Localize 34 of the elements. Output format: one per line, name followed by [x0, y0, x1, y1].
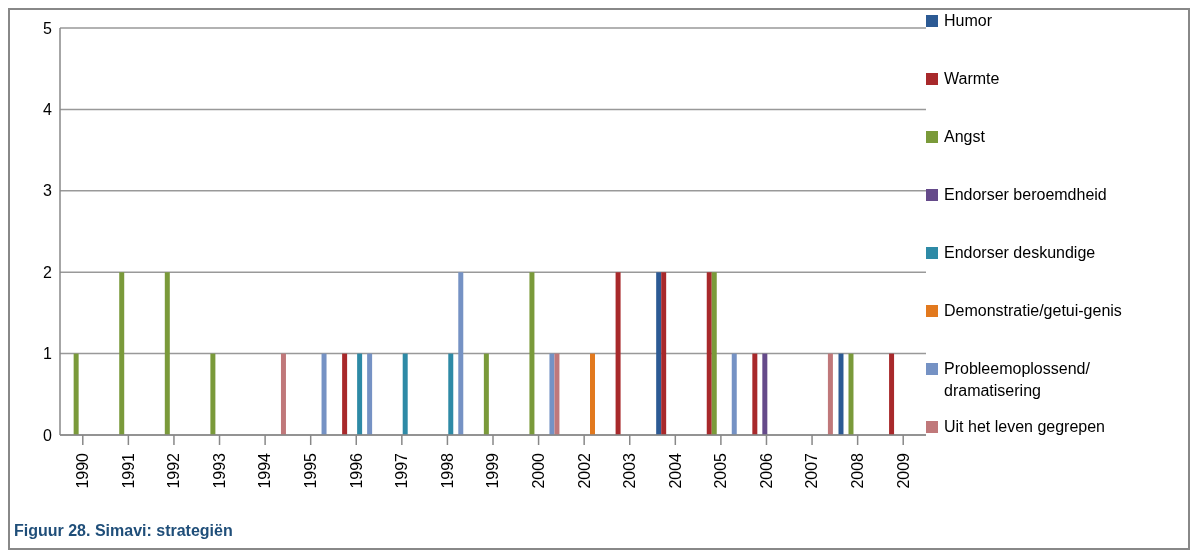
x-tick-label: 1993 [210, 452, 228, 489]
x-tick-label: 2002 [575, 452, 593, 489]
x-tick-label: 2004 [666, 452, 684, 489]
x-tick-label: 1994 [256, 452, 274, 489]
legend-label: Demonstratie/getui-genis [944, 301, 1123, 321]
x-tick-label: 2008 [848, 452, 866, 489]
x-tick-label: 1991 [119, 452, 137, 489]
legend-label: Uit het leven gegrepen [944, 417, 1106, 437]
legend-label: Warmte [944, 69, 1001, 89]
legend-label: Endorser deskundige [944, 243, 1097, 263]
legend-label: Humor [944, 11, 993, 31]
y-tick-label: 2 [43, 263, 53, 281]
x-tick-label: 2006 [757, 452, 775, 489]
x-tick-label: 2009 [894, 452, 912, 489]
y-tick-label: 1 [43, 345, 53, 363]
x-tick-label: 2000 [529, 452, 547, 489]
legend-label: Angst [944, 127, 986, 147]
x-tick-label: 2005 [712, 452, 730, 489]
x-tick-label: 2003 [621, 452, 639, 489]
y-tick-label: 3 [43, 182, 53, 200]
x-tick-label: 1996 [347, 452, 365, 489]
legend-label: Endorser beroemdheid [944, 185, 1108, 205]
y-tick-label: 4 [43, 101, 53, 119]
text: Figuur 28. Simavi: strategiën [14, 522, 233, 540]
x-tick-label: 1992 [165, 452, 183, 489]
y-tick-label: 0 [43, 426, 53, 444]
x-tick-label: 1990 [74, 452, 92, 489]
legend-label: Probleemoplossend/ dramatisering [944, 359, 1091, 401]
x-tick-label: 1997 [393, 452, 411, 489]
x-tick-label: 1998 [438, 452, 456, 489]
x-tick-label: 1999 [484, 452, 502, 489]
y-tick-label: 5 [43, 19, 53, 37]
x-tick-label: 1995 [302, 452, 320, 489]
x-tick-label: 2007 [803, 452, 821, 489]
